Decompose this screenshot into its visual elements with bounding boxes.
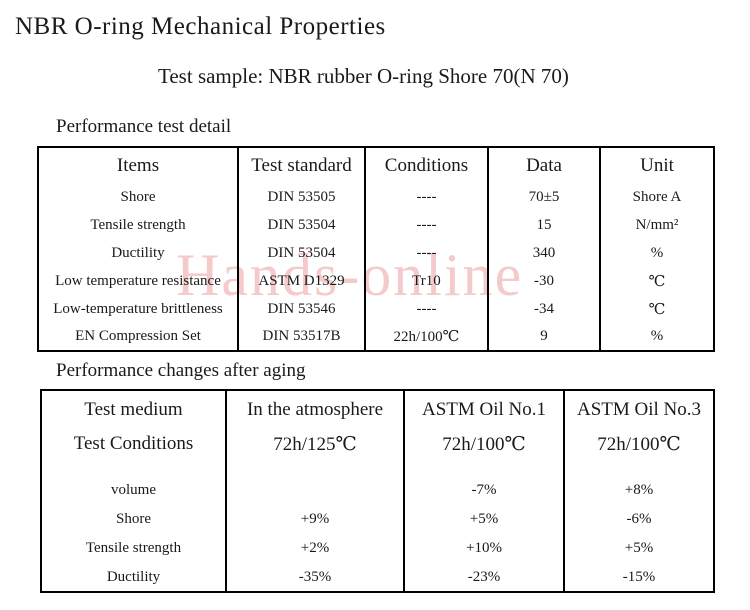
item-name: EN Compression Set <box>75 328 201 344</box>
col-header-data: Data <box>487 147 600 183</box>
col-header-test-standard: Test standard <box>237 147 365 183</box>
change-astm-oil-3: -6% <box>563 505 714 534</box>
change-astm-oil-1: -7% <box>403 476 564 505</box>
table-row: Shore +9% +5% -6% <box>41 505 714 534</box>
condition: ---- <box>364 295 488 323</box>
condition-astm-oil-3: 72h/100℃ <box>563 428 714 460</box>
change-astm-oil-1: +5% <box>403 505 564 534</box>
test-standard: DIN 53504 <box>237 211 365 239</box>
change-astm-oil-1: -23% <box>403 563 564 592</box>
property-name: Tensile strength <box>85 540 182 556</box>
table2-header-row-conditions: Test Conditions 72h/125℃ 72h/100℃ 72h/10… <box>41 428 714 460</box>
table2-header-row-medium: Test medium In the atmosphere ASTM Oil N… <box>41 390 714 428</box>
condition-atmosphere: 72h/125℃ <box>225 428 404 460</box>
col-header-astm-oil-3: ASTM Oil No.3 <box>563 390 714 428</box>
spacer-row <box>41 460 714 476</box>
property-name: Shore <box>116 511 151 527</box>
table1-header-row: Items Test standard Conditions Data Unit <box>38 147 714 183</box>
col-header-astm-oil-1: ASTM Oil No.1 <box>403 390 564 428</box>
item-name: Shore <box>120 188 156 205</box>
change-atmosphere: +9% <box>225 505 404 534</box>
data-value: 9 <box>487 323 600 351</box>
unit: % <box>599 239 714 267</box>
test-standard: DIN 53504 <box>237 239 365 267</box>
table-row: EN Compression Set DIN 53517B 22h/100℃ 9… <box>38 323 714 351</box>
item-name: Tensile strength <box>90 216 186 233</box>
col-header-conditions: Conditions <box>364 147 488 183</box>
table-row: Tensile strength DIN 53504 ---- 15 N/mm² <box>38 211 714 239</box>
unit: ℃ <box>599 295 714 323</box>
table-row: volume -7% +8% <box>41 476 714 505</box>
condition-astm-oil-1: 72h/100℃ <box>403 428 564 460</box>
data-value: 70±5 <box>487 183 600 211</box>
table-row: Ductility DIN 53504 ---- 340 % <box>38 239 714 267</box>
test-standard: ASTM D1329 <box>237 267 365 295</box>
condition: ---- <box>364 239 488 267</box>
change-astm-oil-3: +8% <box>563 476 714 505</box>
test-standard: DIN 53505 <box>237 183 365 211</box>
condition: ---- <box>364 211 488 239</box>
unit: % <box>599 323 714 351</box>
item-name: Low temperature resistance <box>55 272 221 289</box>
condition: ---- <box>364 183 488 211</box>
data-value: 15 <box>487 211 600 239</box>
change-atmosphere: +2% <box>225 534 404 563</box>
test-sample-subtitle: Test sample: NBR rubber O-ring Shore 70(… <box>158 64 569 88</box>
section-heading-performance-changes-after-aging: Performance changes after aging <box>56 360 306 381</box>
data-value: 340 <box>487 239 600 267</box>
data-value: -34 <box>487 295 600 323</box>
col-header-test-conditions: Test Conditions <box>73 433 194 454</box>
data-value: -30 <box>487 267 600 295</box>
change-astm-oil-3: +5% <box>563 534 714 563</box>
col-header-test-medium: Test medium <box>84 398 183 420</box>
condition: Tr10 <box>364 267 488 295</box>
change-astm-oil-3: -15% <box>563 563 714 592</box>
property-name: volume <box>111 482 156 498</box>
page-title: NBR O-ring Mechanical Properties <box>15 13 386 40</box>
table-row: Low temperature resistance ASTM D1329 Tr… <box>38 267 714 295</box>
condition: 22h/100℃ <box>364 323 488 351</box>
unit: N/mm² <box>599 211 714 239</box>
property-name: Ductility <box>106 568 161 585</box>
col-header-items: Items <box>116 154 160 176</box>
change-atmosphere <box>225 476 404 505</box>
table-row: Shore DIN 53505 ---- 70±5 Shore A <box>38 183 714 211</box>
test-standard: DIN 53517B <box>237 323 365 351</box>
table-row: Tensile strength +2% +10% +5% <box>41 534 714 563</box>
item-name: Ductility <box>111 244 165 261</box>
change-astm-oil-1: +10% <box>403 534 564 563</box>
item-name: Low-temperature brittleness <box>53 300 223 317</box>
change-atmosphere: -35% <box>225 563 404 592</box>
unit: ℃ <box>599 267 714 295</box>
performance-test-detail-table: Items Test standard Conditions Data Unit… <box>37 146 715 352</box>
unit: Shore A <box>599 183 714 211</box>
col-header-unit: Unit <box>599 147 714 183</box>
table-row: Low-temperature brittleness DIN 53546 --… <box>38 295 714 323</box>
performance-changes-after-aging-table: Test medium In the atmosphere ASTM Oil N… <box>40 389 715 593</box>
section-heading-performance-test-detail: Performance test detail <box>56 116 232 137</box>
col-header-atmosphere: In the atmosphere <box>225 390 404 428</box>
test-standard: DIN 53546 <box>237 295 365 323</box>
table-row: Ductility -35% -23% -15% <box>41 563 714 592</box>
